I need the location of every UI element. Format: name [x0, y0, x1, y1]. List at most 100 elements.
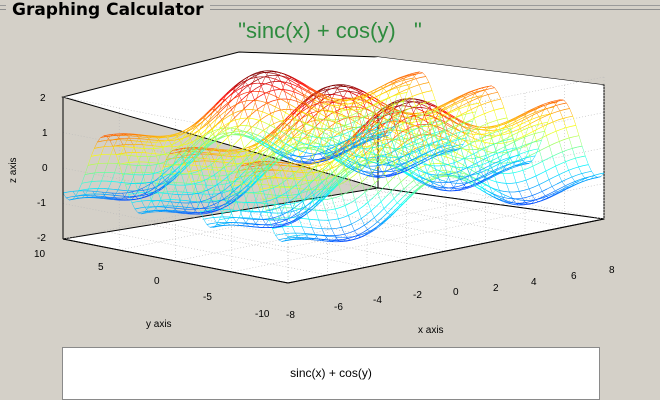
mesh-line: [269, 208, 275, 211]
mesh-line: [234, 195, 241, 201]
mesh-line: [332, 137, 338, 142]
mesh-line: [552, 101, 558, 104]
mesh-line: [247, 164, 252, 170]
mesh-line: [360, 101, 366, 105]
mesh-line: [315, 91, 322, 95]
mesh-line: [421, 124, 427, 127]
mesh-line: [452, 149, 458, 152]
mesh-line: [424, 156, 430, 160]
mesh-line: [207, 111, 214, 117]
mesh-line: [544, 145, 550, 149]
mesh-line: [246, 91, 252, 96]
mesh-line: [349, 199, 356, 204]
mesh-line: [211, 154, 215, 162]
surface-plot[interactable]: 2 1 0 -1 -2 10 5 0 -5 -10 -8 -6 -4 -2 0 …: [0, 0, 660, 345]
mesh-line: [213, 217, 217, 223]
mesh-line: [261, 139, 268, 144]
mesh-line: [317, 234, 323, 237]
mesh-line: [302, 84, 308, 89]
mesh-line: [366, 137, 372, 141]
mesh-line: [144, 207, 149, 212]
mesh-line: [293, 159, 299, 162]
mesh-line: [210, 148, 216, 150]
mesh-line: [338, 217, 344, 220]
mesh-line: [178, 156, 184, 162]
mesh-line: [140, 182, 146, 184]
mesh-line: [316, 163, 323, 167]
mesh-line: [328, 177, 335, 183]
mesh-line: [161, 170, 167, 176]
mesh-line: [511, 147, 517, 151]
mesh-line: [484, 165, 491, 169]
mesh-line: [196, 137, 202, 143]
mesh-line: [408, 100, 414, 103]
mesh-line: [408, 77, 414, 80]
mesh-line: [123, 133, 127, 135]
mesh-line: [538, 126, 544, 130]
mesh-line: [310, 165, 317, 171]
mesh-line: [290, 109, 296, 111]
mesh-line: [264, 91, 270, 94]
mesh-line: [247, 113, 253, 118]
mesh-line: [313, 101, 319, 106]
mesh-line: [365, 231, 371, 235]
mesh-line: [454, 131, 460, 135]
mesh-line: [294, 201, 300, 204]
mesh-line: [438, 114, 444, 117]
mesh-line: [136, 188, 143, 191]
mesh-line: [120, 146, 125, 155]
mesh-line: [206, 139, 213, 145]
mesh-line: [492, 173, 498, 177]
mesh-line: [389, 163, 395, 167]
mesh-line: [399, 168, 405, 172]
mesh-line: [441, 113, 447, 118]
mesh-line: [459, 122, 465, 126]
mesh-line: [132, 172, 136, 184]
mesh-line: [111, 172, 115, 182]
mesh-line: [114, 172, 120, 174]
mesh-line: [471, 183, 477, 188]
mesh-line: [282, 197, 287, 208]
mesh-line: [228, 186, 233, 196]
mesh-line: [453, 185, 459, 188]
mesh-line: [262, 198, 268, 201]
mesh-line: [255, 218, 260, 225]
mesh-line: [249, 149, 256, 153]
mesh-line: [500, 199, 506, 202]
mesh-line: [504, 143, 511, 147]
mesh-line: [287, 77, 293, 80]
mesh-line: [478, 170, 485, 174]
mesh-line: [268, 187, 274, 191]
mesh-line: [232, 198, 239, 203]
mesh-line: [544, 194, 550, 198]
mesh-line: [559, 187, 565, 192]
mesh-line: [403, 146, 409, 149]
mesh-line: [250, 223, 256, 225]
mesh-line: [213, 150, 219, 152]
mesh-line: [599, 172, 605, 175]
mesh-line: [356, 125, 362, 129]
mesh-line: [278, 74, 284, 78]
mesh-line: [331, 227, 337, 230]
mesh-line: [201, 147, 206, 149]
mesh-line: [462, 121, 468, 124]
mesh-line: [364, 113, 370, 117]
mesh-line: [527, 165, 533, 169]
mesh-line: [213, 190, 218, 201]
mesh-line: [242, 109, 248, 111]
mesh-line: [396, 142, 402, 146]
mesh-line: [389, 103, 395, 106]
mesh-line: [231, 177, 236, 187]
mesh-line: [505, 194, 511, 198]
mesh-line: [393, 81, 399, 85]
mesh-line: [306, 209, 313, 215]
mesh-line: [225, 147, 232, 153]
mesh-line: [339, 125, 345, 128]
mesh-line: [500, 128, 506, 131]
mesh-line: [187, 130, 194, 135]
mesh-line: [450, 150, 457, 153]
mesh-line: [293, 214, 299, 218]
mesh-line: [145, 181, 151, 184]
mesh-line: [207, 209, 213, 212]
mesh-line: [436, 124, 442, 128]
